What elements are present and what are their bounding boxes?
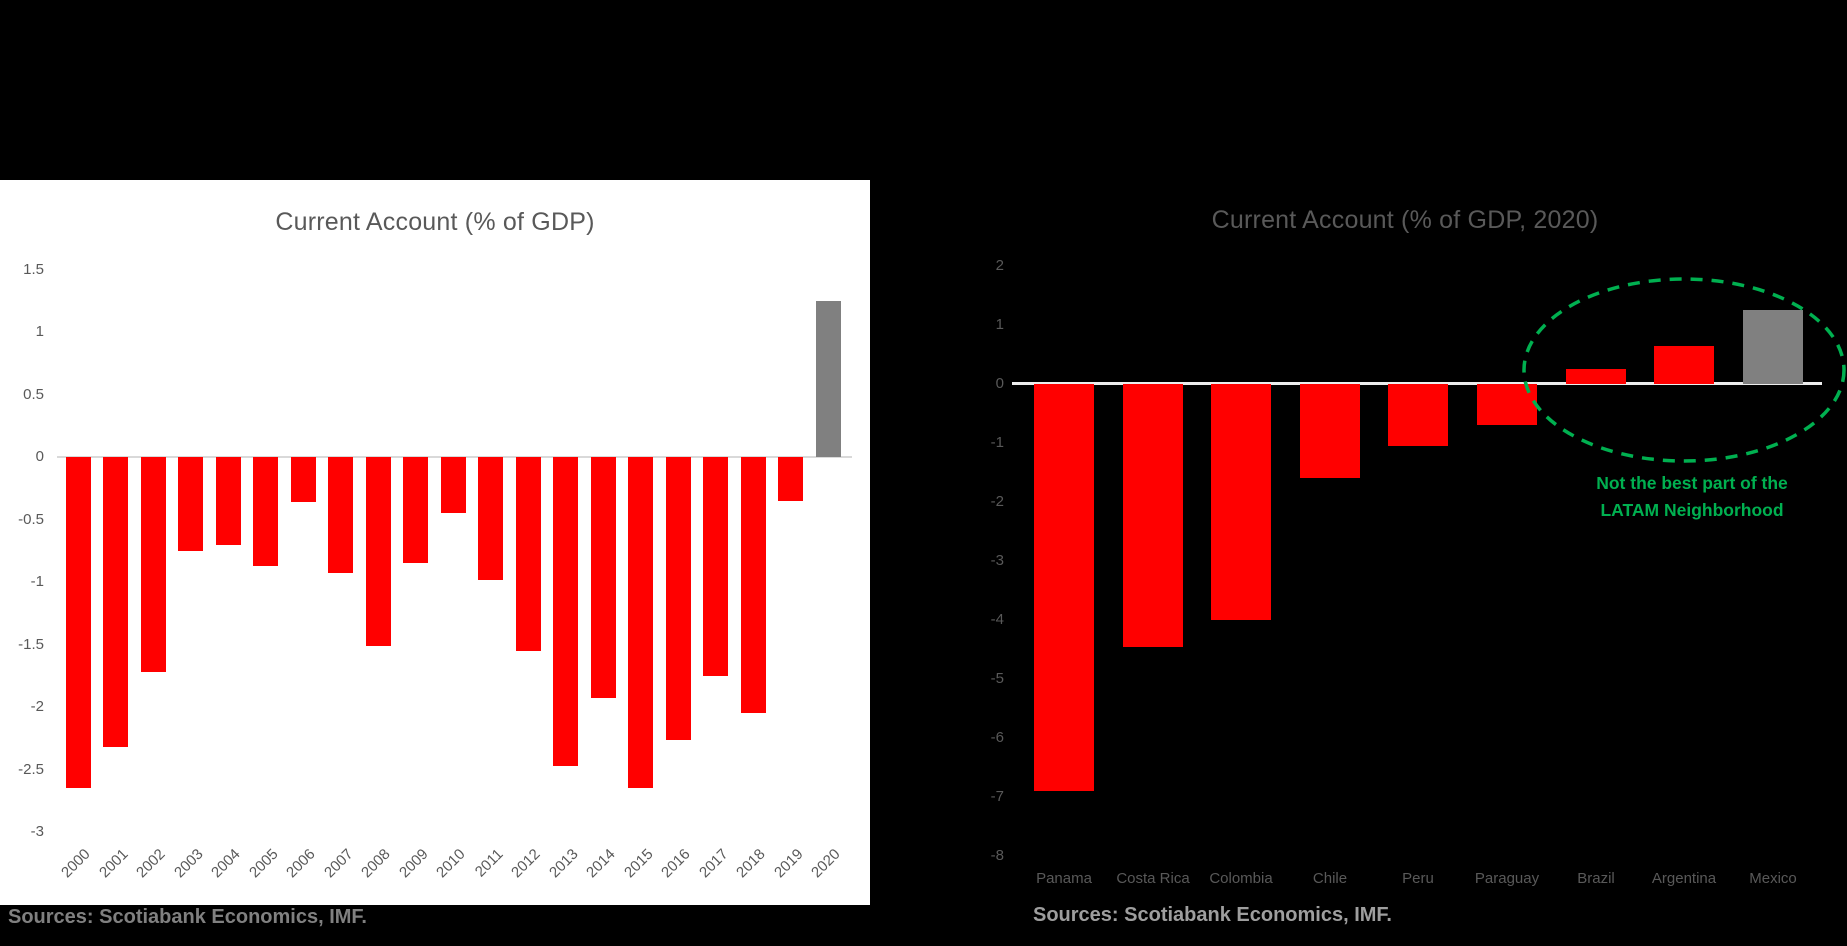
right-ytick-label: 0 bbox=[995, 375, 1004, 392]
right-ytick-label: -8 bbox=[990, 847, 1004, 864]
right-ytick-label: -4 bbox=[990, 611, 1004, 628]
left-bar-2009 bbox=[403, 457, 428, 563]
right-ytick-label: -2 bbox=[990, 493, 1004, 510]
latam-annotation-text: Not the best part of the LATAM Neighborh… bbox=[1532, 470, 1847, 524]
left-bar-2015 bbox=[628, 457, 653, 788]
right-bar-Panama bbox=[1034, 384, 1094, 791]
right-xlabel: Panama bbox=[1036, 870, 1092, 887]
right-xlabel: Brazil bbox=[1577, 870, 1615, 887]
right-xlabel: Costa Rica bbox=[1116, 870, 1190, 887]
right-xlabel: Mexico bbox=[1749, 870, 1797, 887]
right-chart-title: Current Account (% of GDP, 2020) bbox=[1211, 206, 1599, 234]
left-bar-2011 bbox=[478, 457, 503, 580]
right-ytick-label: 1 bbox=[995, 316, 1004, 333]
left-ytick-label: -1.5 bbox=[18, 636, 44, 653]
right-ytick-label: 2 bbox=[995, 257, 1004, 274]
left-chart-title: Current Account (% of GDP) bbox=[275, 208, 595, 236]
left-bar-2012 bbox=[516, 457, 541, 651]
right-xlabel: Argentina bbox=[1651, 870, 1717, 887]
latam-ellipse-annotation bbox=[1522, 277, 1846, 463]
right-xlabel: Paraguay bbox=[1474, 870, 1540, 887]
left-bar-2019 bbox=[778, 457, 803, 501]
left-bar-2004 bbox=[216, 457, 241, 545]
left-chart-panel: Current Account (% of GDP) 1.5 1 0.5 0 -0.5 -… bbox=[0, 180, 870, 905]
right-ytick-label: -6 bbox=[990, 729, 1004, 746]
left-bar-2001 bbox=[103, 457, 128, 747]
right-ytick-label: -3 bbox=[990, 552, 1004, 569]
right-bar-Brazil bbox=[1566, 369, 1626, 384]
left-ytick-label: 1 bbox=[35, 323, 44, 340]
right-bar-Argentina bbox=[1654, 346, 1714, 384]
left-ytick-label: -2.5 bbox=[18, 761, 44, 778]
left-bar-2007 bbox=[328, 457, 353, 573]
left-bar-2017 bbox=[703, 457, 728, 676]
green-dashed-ellipse bbox=[1522, 277, 1846, 463]
left-bar-2003 bbox=[178, 457, 203, 551]
left-bar-2013 bbox=[553, 457, 578, 766]
left-bar-2010 bbox=[441, 457, 466, 513]
left-bar-2000 bbox=[66, 457, 91, 788]
left-ytick-label: 0 bbox=[35, 448, 44, 465]
right-xlabel: Chile bbox=[1312, 870, 1348, 887]
right-xlabel: Peru bbox=[1402, 870, 1434, 887]
latam-annotation-line1: Not the best part of the bbox=[1596, 473, 1788, 493]
right-zero-axis-line bbox=[1012, 382, 1822, 385]
left-ytick-label: -1 bbox=[30, 573, 44, 590]
latam-annotation-line2: LATAM Neighborhood bbox=[1600, 500, 1784, 520]
right-ytick-label: -5 bbox=[990, 670, 1004, 687]
left-bar-2008 bbox=[366, 457, 391, 646]
right-ytick-label: -1 bbox=[990, 434, 1004, 451]
right-bar-Peru bbox=[1388, 384, 1448, 446]
left-bar-2006 bbox=[291, 457, 316, 502]
left-bar-2014 bbox=[591, 457, 616, 698]
left-ytick-label: 0.5 bbox=[23, 386, 44, 403]
right-ytick-label: -7 bbox=[990, 788, 1004, 805]
left-bar-2002 bbox=[141, 457, 166, 672]
left-bar-2018 bbox=[741, 457, 766, 713]
right-xlabel: Colombia bbox=[1209, 870, 1273, 887]
left-ytick-label: -0.5 bbox=[18, 511, 44, 528]
left-bar-2020 bbox=[816, 301, 841, 457]
left-ytick-label: -3 bbox=[30, 823, 44, 840]
left-ytick-label: -2 bbox=[30, 698, 44, 715]
right-bar-Costa-Rica bbox=[1123, 384, 1183, 647]
left-bar-2016 bbox=[666, 457, 691, 740]
left-bar-2005 bbox=[253, 457, 278, 566]
left-ytick-label: 1.5 bbox=[23, 261, 44, 278]
right-bar-Mexico bbox=[1743, 310, 1803, 384]
right-bar-Chile bbox=[1300, 384, 1360, 478]
right-source-note: Sources: Scotiabank Economics, IMF. bbox=[1033, 904, 1392, 926]
left-source-note: Sources: Scotiabank Economics, IMF. bbox=[8, 906, 367, 928]
right-bar-Colombia bbox=[1211, 384, 1271, 620]
